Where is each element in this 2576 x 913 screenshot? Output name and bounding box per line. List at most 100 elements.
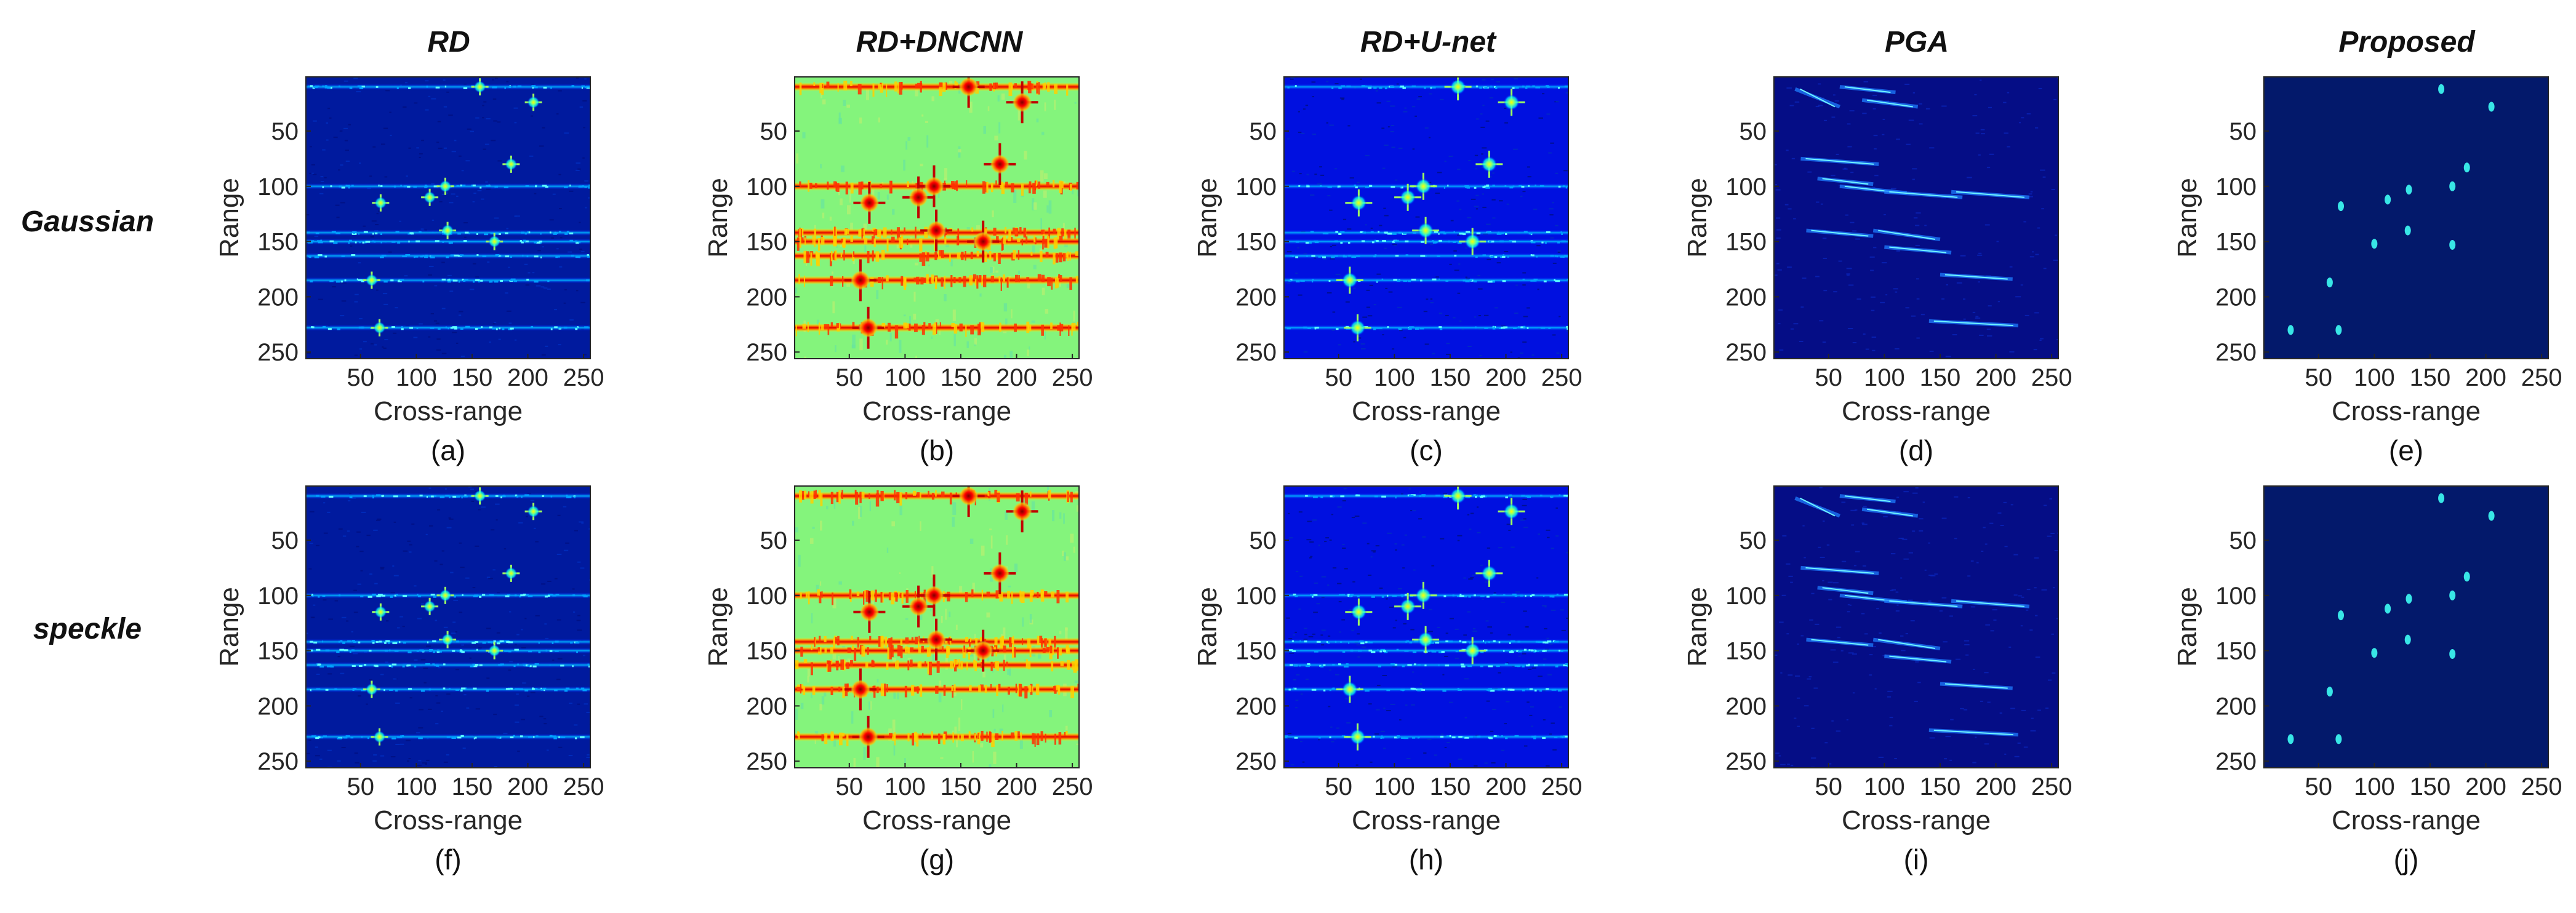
- stripe-sample: [1539, 690, 1542, 692]
- speckle: [1828, 599, 1832, 600]
- stripe-sample: [533, 86, 538, 89]
- stripe-sample: [818, 322, 821, 335]
- stripe-sample: [1438, 233, 1440, 235]
- stripe-sample: [1354, 185, 1357, 187]
- speckle: [545, 345, 548, 347]
- stripe-sample: [1381, 278, 1384, 281]
- stripe-sample: [942, 645, 944, 651]
- speckle: [462, 748, 466, 749]
- stripe-sample: [358, 233, 360, 235]
- range-stripe: [795, 82, 1079, 92]
- stripe-sample: [1376, 279, 1379, 282]
- speckle: [416, 147, 419, 149]
- stripe-sample: [515, 494, 518, 496]
- stripe-sample: [915, 83, 918, 89]
- speckle: [1912, 492, 1918, 494]
- stripe-sample: [554, 689, 558, 692]
- speckle: [1457, 535, 1463, 536]
- speckle: [473, 193, 476, 194]
- speckle: [1467, 217, 1472, 218]
- stripe-sample: [526, 664, 531, 667]
- stripe-sample: [397, 241, 401, 244]
- target-point: [1350, 604, 1367, 620]
- speckle: [1415, 216, 1420, 218]
- stripe-sample: [517, 663, 519, 666]
- heatmap-body: [306, 486, 590, 768]
- stripe-sample: [575, 240, 577, 242]
- stripe-sample: [1555, 280, 1560, 282]
- speckle: [1928, 600, 1932, 602]
- x-tick-label: 200: [996, 773, 1037, 800]
- stripe-sample: [1501, 688, 1506, 690]
- speckle: [995, 270, 999, 273]
- stripe-sample: [1355, 494, 1360, 496]
- speckle: [586, 757, 590, 759]
- target-point: [859, 193, 880, 213]
- speckle: [859, 338, 863, 351]
- stripe-sample: [1488, 665, 1493, 668]
- speckle: [1536, 577, 1539, 579]
- speckle: [1861, 522, 1864, 524]
- stripe-sample: [912, 490, 917, 496]
- speckle: [1815, 276, 1820, 277]
- smear-core: [1844, 86, 1891, 94]
- speckle: [425, 80, 429, 82]
- stripe-sample: [993, 253, 996, 261]
- speckle: [1884, 100, 1889, 102]
- stripe-sample: [1358, 650, 1362, 652]
- speckle: [969, 538, 974, 544]
- speckle: [399, 616, 403, 618]
- stripe-sample: [516, 495, 519, 498]
- stripe-sample: [1490, 690, 1495, 692]
- stripe-sample: [974, 733, 976, 741]
- stripe-sample: [1001, 237, 1004, 250]
- stripe-sample: [552, 642, 554, 644]
- stripe-sample: [1309, 241, 1312, 244]
- stripe-sample: [880, 591, 883, 603]
- speckle: [576, 620, 581, 621]
- speckle: [1418, 96, 1422, 98]
- speckle: [2053, 98, 2056, 100]
- stripe-sample: [316, 495, 319, 497]
- speckle: [552, 193, 556, 195]
- stripe-sample: [517, 85, 522, 87]
- stripe-sample: [1072, 661, 1073, 670]
- speckle: [1458, 758, 1463, 760]
- stripe-sample: [947, 646, 950, 655]
- target-point: [439, 180, 452, 193]
- stripe-sample: [1286, 327, 1291, 330]
- speckle: [1531, 725, 1533, 727]
- stripe-sample: [984, 685, 987, 693]
- stripe-sample: [1382, 239, 1386, 242]
- stripe-sample: [862, 591, 865, 605]
- stripe-sample: [990, 183, 993, 193]
- stripe-sample: [900, 645, 903, 658]
- stripe-sample: [981, 276, 983, 286]
- stripe-sample: [921, 645, 924, 653]
- speckle: [1849, 604, 1852, 606]
- speckle: [1003, 354, 1006, 359]
- stripe-sample: [1528, 185, 1530, 187]
- stripe-sample: [1484, 87, 1488, 89]
- speckle: [870, 701, 872, 710]
- stripe-sample: [489, 281, 491, 283]
- stripe-sample: [420, 690, 425, 692]
- stripe-sample: [502, 640, 507, 642]
- target-point: [1350, 194, 1367, 211]
- stripe-sample: [557, 326, 561, 329]
- speckle: [1288, 638, 1293, 640]
- stripe-sample: [479, 186, 482, 189]
- speckle: [1786, 87, 1792, 89]
- speckle: [891, 521, 895, 527]
- stripe-sample: [399, 641, 401, 644]
- stripe-sample: [1057, 276, 1059, 288]
- x-tick-label: 100: [1374, 364, 1415, 391]
- speckle: [1003, 303, 1008, 312]
- stripe-sample: [877, 229, 880, 237]
- stripe-sample: [379, 640, 382, 643]
- stripe-sample: [1065, 730, 1068, 735]
- stripe-sample: [360, 595, 364, 597]
- speckle: [1542, 93, 1545, 95]
- speckle: [1934, 573, 1938, 575]
- speckle: [356, 546, 359, 548]
